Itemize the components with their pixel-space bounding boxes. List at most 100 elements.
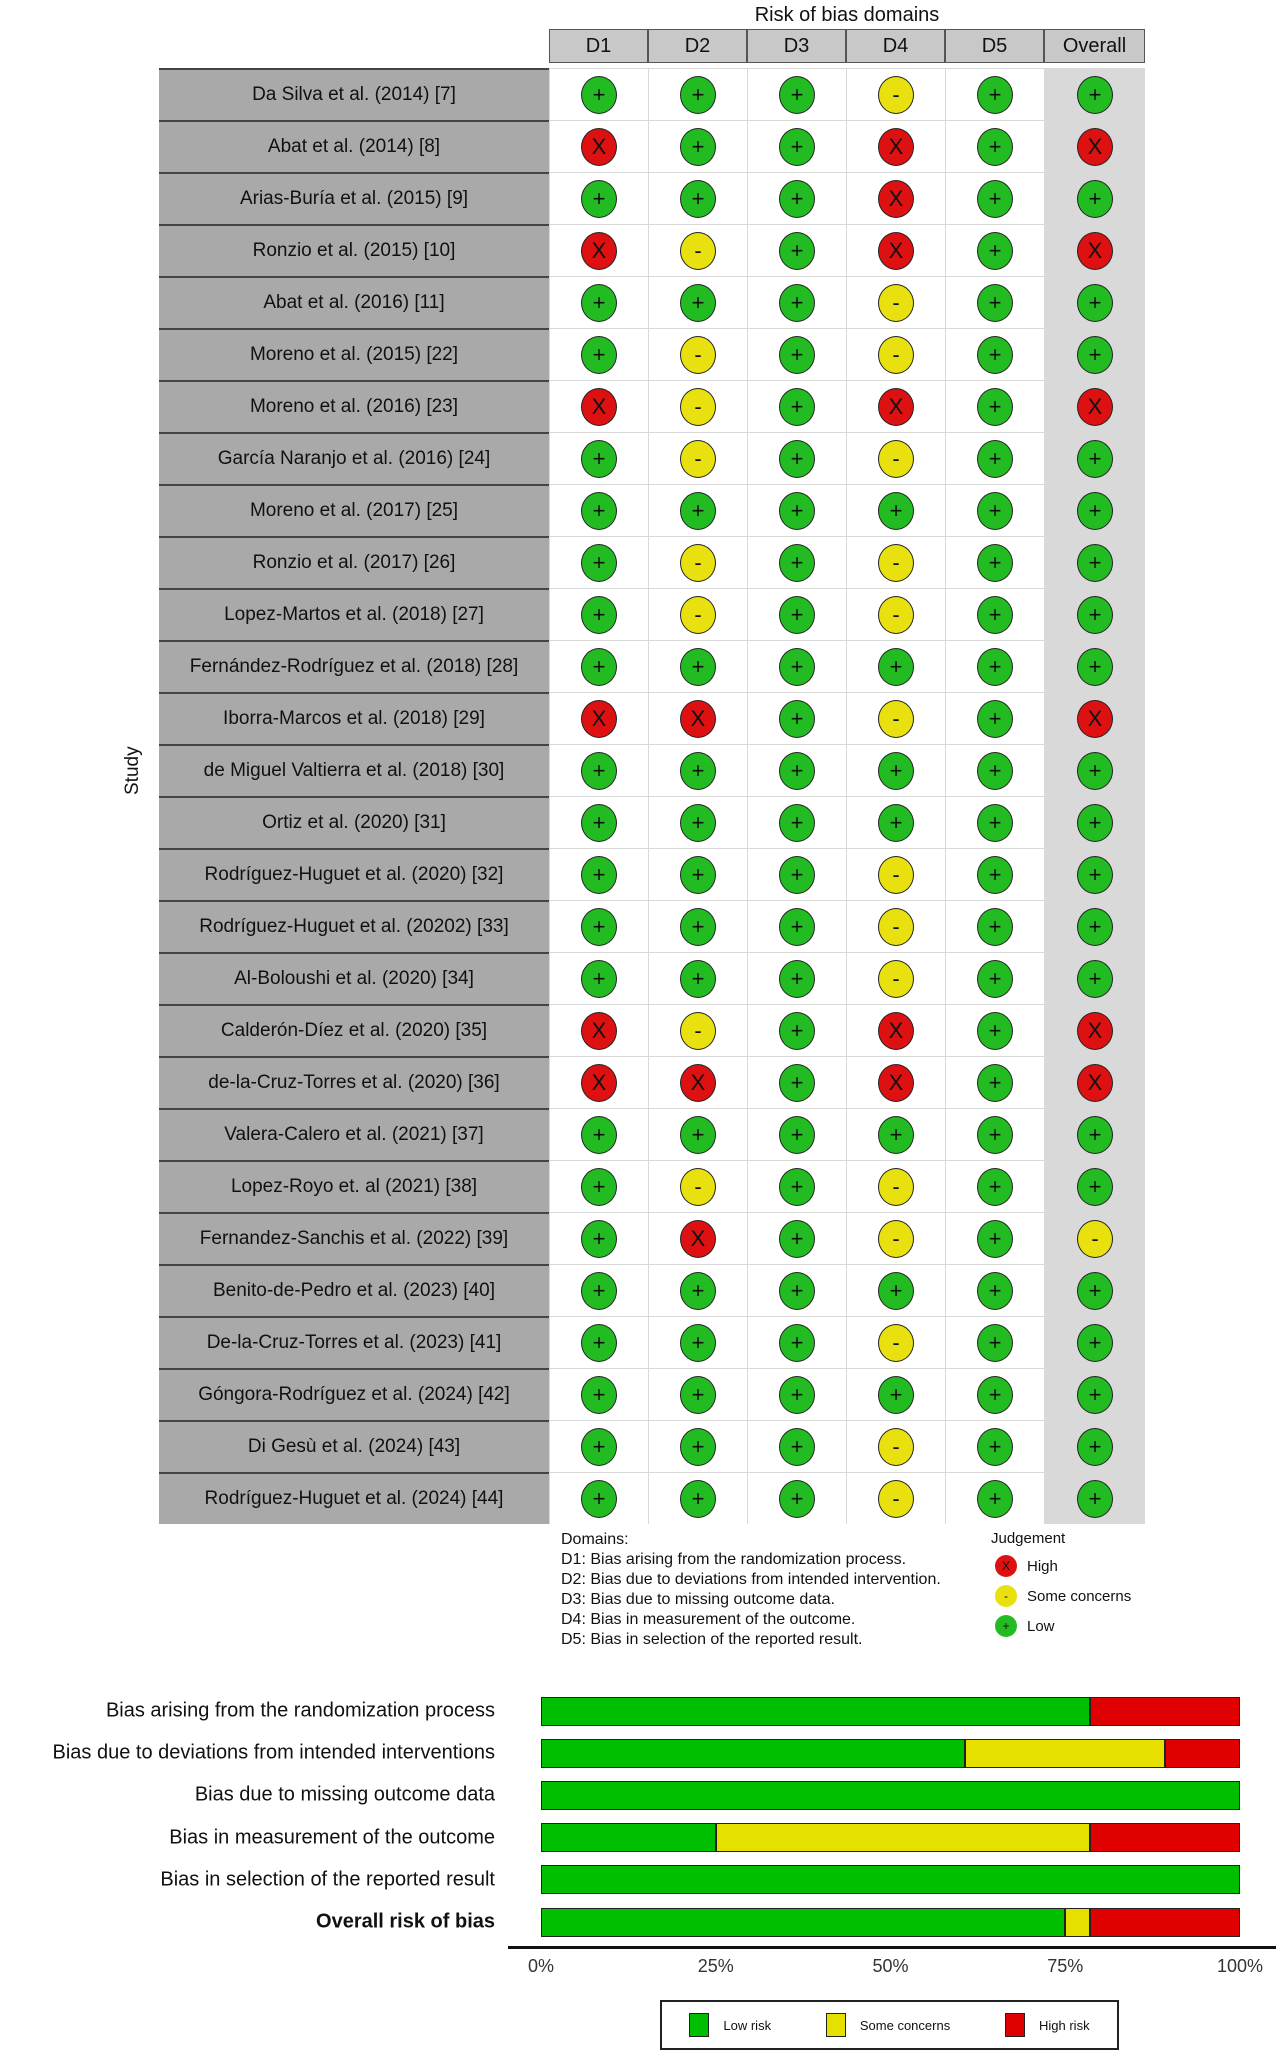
plus-circle-icon: + (680, 959, 716, 998)
plus-circle-icon: + (581, 75, 617, 114)
plus-circle-icon: + (680, 283, 716, 322)
judgement-cell: + (747, 536, 846, 588)
judgement-cell: + (1044, 744, 1145, 796)
judgement-cell: X (846, 1004, 945, 1056)
judgement-cell: + (549, 1472, 648, 1524)
plus-circle-icon: + (977, 803, 1013, 842)
judgement-cell: - (648, 1160, 747, 1212)
study-name: de-la-Cruz-Torres et al. (2020) [36] (159, 1056, 549, 1108)
judgement-cell: + (846, 744, 945, 796)
judgement-cell: + (846, 1108, 945, 1160)
plus-circle-icon: + (581, 1271, 617, 1310)
low-circle-icon: + (995, 1615, 1017, 1637)
judgement-cell: + (549, 952, 648, 1004)
judgement-cell: + (648, 172, 747, 224)
judgement-cell: + (1044, 1368, 1145, 1420)
plus-circle-icon: + (680, 907, 716, 946)
bar-segment-high (1165, 1738, 1240, 1768)
x-circle-icon: X (581, 387, 617, 426)
judgement-cell: - (1044, 1212, 1145, 1264)
x-tick-label: 0% (527, 1956, 555, 1976)
plus-circle-icon: + (680, 855, 716, 894)
x-circle-icon: X (581, 1063, 617, 1102)
bar-category-label: Bias arising from the randomization proc… (105, 1699, 495, 1722)
domain-legend-item: D1: Bias arising from the randomization … (561, 1551, 907, 1568)
plus-circle-icon: + (1077, 439, 1113, 478)
plus-circle-icon: + (878, 1375, 914, 1414)
x-circle-icon: X (1077, 387, 1113, 426)
judgement-cell: - (846, 692, 945, 744)
x-circle-icon: X (878, 1063, 914, 1102)
plus-circle-icon: + (680, 491, 716, 530)
x-axis-line (508, 1946, 1276, 1949)
judgement-cell: + (648, 640, 747, 692)
judgement-cell: + (945, 1472, 1044, 1524)
bar-segment-high (1090, 1907, 1240, 1937)
plus-circle-icon: + (977, 1323, 1013, 1362)
judgement-cell: + (945, 224, 1044, 276)
judgement-cell: + (549, 1212, 648, 1264)
judgement-cell: + (1044, 276, 1145, 328)
plus-circle-icon: + (977, 699, 1013, 738)
judgement-cell: X (1044, 1056, 1145, 1108)
judgement-cell: + (945, 276, 1044, 328)
plus-circle-icon: + (680, 75, 716, 114)
judgement-cell: + (846, 640, 945, 692)
judgement-cell: - (648, 328, 747, 380)
judgement-cell: + (1044, 796, 1145, 848)
x-circle-icon: X (581, 1011, 617, 1050)
plus-circle-icon: + (977, 231, 1013, 270)
plus-circle-icon: + (680, 127, 716, 166)
minus-circle-icon: - (680, 1011, 716, 1050)
plus-circle-icon: + (779, 491, 815, 530)
judgement-cell: - (846, 1160, 945, 1212)
chart-title: Risk of bias domains (754, 4, 940, 26)
judgement-cell: - (846, 536, 945, 588)
judgement-cell: + (747, 1316, 846, 1368)
judgement-cell: + (648, 952, 747, 1004)
plus-circle-icon: + (1077, 335, 1113, 374)
judgement-cell: - (846, 1316, 945, 1368)
plus-circle-icon: + (1077, 1323, 1113, 1362)
minus-circle-icon: - (878, 907, 914, 946)
judgement-cell: + (945, 588, 1044, 640)
judgement-cell: + (1044, 1108, 1145, 1160)
column-header-d3: D3 (747, 29, 846, 63)
judgement-cell: + (1044, 900, 1145, 952)
plus-circle-icon: + (1077, 595, 1113, 634)
legend-swatch (825, 2013, 846, 2037)
judgement-cell: + (945, 796, 1044, 848)
judgement-cell: X (1044, 380, 1145, 432)
judgement-cell: - (846, 432, 945, 484)
judgement-cell: + (1044, 1472, 1145, 1524)
column-header-d1: D1 (549, 29, 648, 63)
judgement-cell: + (648, 120, 747, 172)
judgement-legend-item: + Low (991, 1615, 1131, 1637)
bar-segment-low (541, 1738, 966, 1768)
x-tick-label: 25% (697, 1956, 734, 1976)
plus-circle-icon: + (779, 699, 815, 738)
judgement-cell: - (846, 276, 945, 328)
judgement-cell: + (549, 1108, 648, 1160)
plus-circle-icon: + (779, 1323, 815, 1362)
bar-segment-low (541, 1780, 1240, 1810)
plus-circle-icon: + (779, 1167, 815, 1206)
judgement-cell: X (846, 120, 945, 172)
judgement-cell: + (549, 484, 648, 536)
judgement-cell: + (945, 1160, 1044, 1212)
judgement-label: Some concerns (1027, 1587, 1132, 1605)
plus-circle-icon: + (581, 491, 617, 530)
study-name: Iborra-Marcos et al. (2018) [29] (159, 692, 549, 744)
domain-legend-item: D4: Bias in measurement of the outcome. (561, 1611, 856, 1628)
plus-circle-icon: + (779, 179, 815, 218)
study-name: Di Gesù et al. (2024) [43] (159, 1420, 549, 1472)
judgement-cell: + (1044, 328, 1145, 380)
judgement-cell: X (846, 224, 945, 276)
judgement-cell: + (549, 848, 648, 900)
judgement-cell: X (1044, 1004, 1145, 1056)
plus-circle-icon: + (680, 1271, 716, 1310)
judgement-cell: + (1044, 536, 1145, 588)
plus-circle-icon: + (1077, 907, 1113, 946)
bar-segment-low (541, 1823, 716, 1853)
bar-segment-some (1065, 1907, 1091, 1937)
